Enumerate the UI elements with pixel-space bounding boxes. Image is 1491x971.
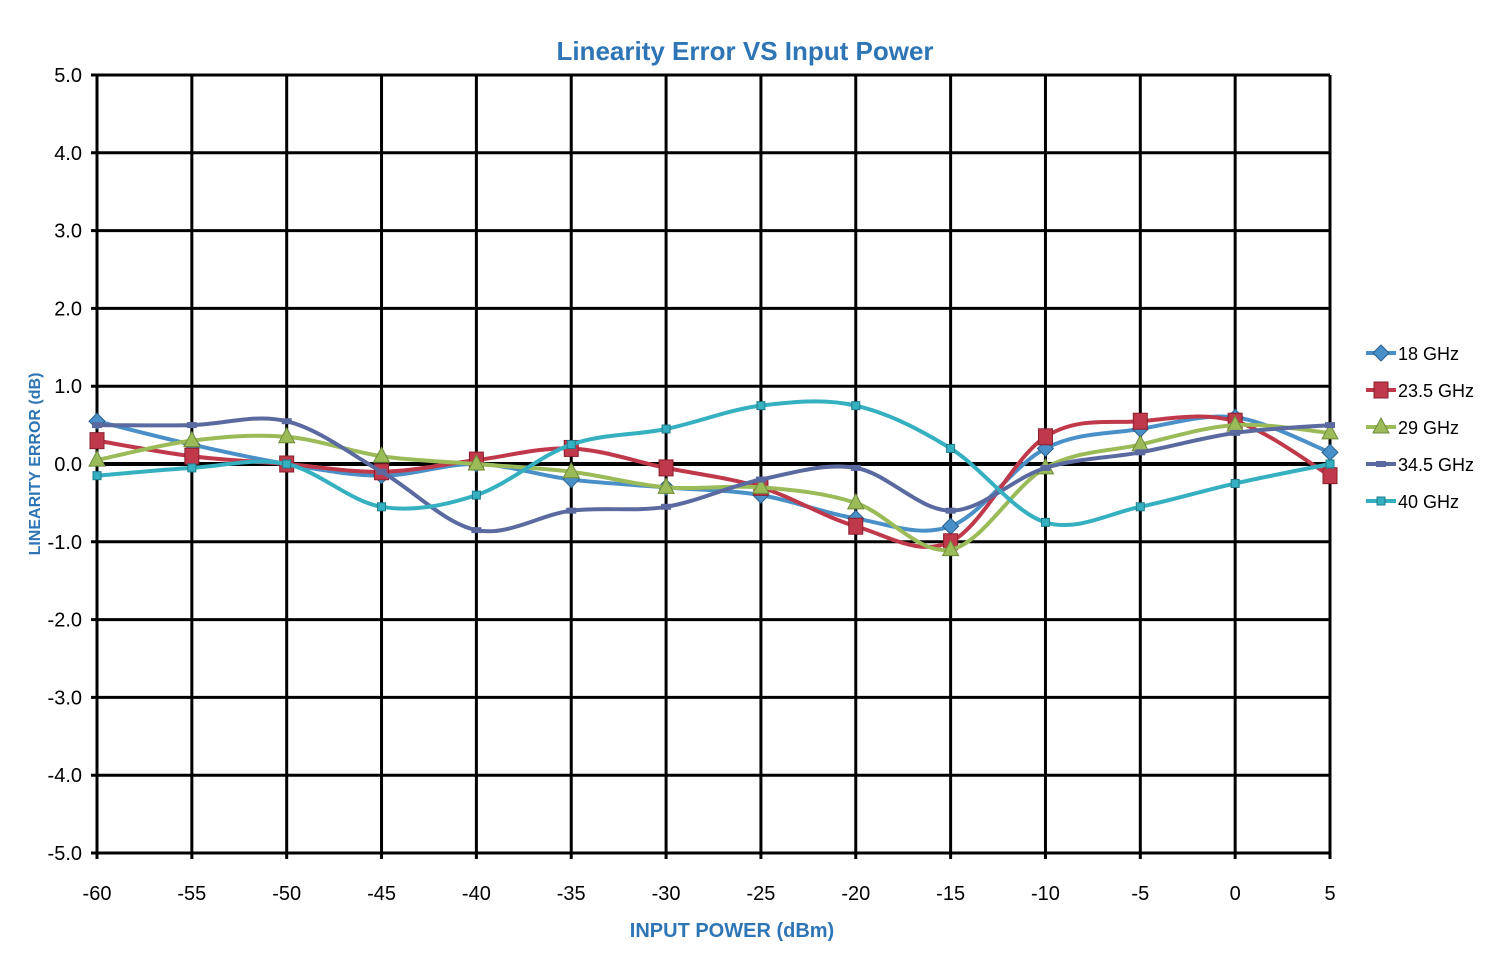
x-tick-label: -35 bbox=[557, 883, 586, 905]
data-point bbox=[282, 459, 292, 469]
x-tick-label: -50 bbox=[272, 883, 301, 905]
x-tick-label: -40 bbox=[462, 883, 491, 905]
legend-label: 29 GHz bbox=[1398, 418, 1459, 438]
series-line bbox=[96, 399, 1331, 528]
y-tick-label: -2.0 bbox=[48, 610, 82, 632]
legend-label: 18 GHz bbox=[1398, 344, 1459, 364]
data-point bbox=[850, 464, 861, 471]
legend-marker bbox=[1372, 344, 1390, 362]
y-axis-title: LINEARITY ERROR (dB) bbox=[27, 373, 44, 556]
series-34.5-ghz bbox=[92, 416, 1335, 534]
y-tick-label: -5.0 bbox=[48, 843, 82, 865]
legend: 18 GHz 23.5 GHz 29 GHz 34.5 GHz 40 GHz bbox=[1366, 344, 1474, 512]
y-tick-label: 0.0 bbox=[54, 454, 82, 476]
data-point bbox=[1325, 459, 1335, 469]
x-tick-label: -60 bbox=[83, 883, 112, 905]
x-tick-label: -20 bbox=[841, 883, 870, 905]
y-tick-label: -3.0 bbox=[48, 687, 82, 709]
data-point bbox=[186, 422, 197, 429]
data-point bbox=[1037, 428, 1053, 446]
data-point bbox=[1325, 422, 1335, 429]
data-point bbox=[1132, 412, 1148, 430]
legend-marker bbox=[1376, 461, 1386, 467]
data-point bbox=[377, 502, 387, 512]
data-point bbox=[941, 539, 960, 557]
chart-title: Linearity Error VS Input Power bbox=[556, 36, 933, 66]
data-point bbox=[187, 463, 197, 473]
data-point bbox=[566, 507, 577, 514]
data-point bbox=[471, 490, 481, 500]
data-point bbox=[846, 492, 865, 510]
legend-item: 40 GHz bbox=[1366, 492, 1459, 512]
data-point bbox=[183, 430, 201, 448]
legend-item: 34.5 GHz bbox=[1366, 455, 1474, 475]
legend-item: 23.5 GHz bbox=[1366, 381, 1474, 401]
x-tick-label: -5 bbox=[1131, 883, 1149, 905]
data-point bbox=[92, 422, 102, 429]
legend-label: 34.5 GHz bbox=[1398, 455, 1474, 475]
data-point bbox=[92, 471, 102, 481]
series-layer bbox=[88, 399, 1339, 557]
x-tick-label: 0 bbox=[1230, 883, 1241, 905]
y-tick-label: 4.0 bbox=[54, 143, 82, 165]
x-axis-title: INPUT POWER (dBm) bbox=[630, 920, 834, 942]
x-tick-label: -15 bbox=[936, 883, 965, 905]
data-point bbox=[658, 459, 674, 477]
data-point bbox=[89, 432, 105, 450]
legend-item: 29 GHz bbox=[1366, 416, 1459, 438]
data-point bbox=[661, 503, 672, 510]
y-tick-label: 2.0 bbox=[54, 298, 82, 320]
data-point bbox=[1040, 464, 1051, 471]
data-point bbox=[281, 418, 292, 425]
data-point bbox=[946, 443, 956, 453]
data-point bbox=[1040, 517, 1050, 527]
data-point bbox=[376, 468, 387, 475]
data-point bbox=[1230, 478, 1240, 488]
data-point bbox=[562, 461, 581, 479]
data-point bbox=[1135, 449, 1146, 456]
legend-item: 18 GHz bbox=[1366, 344, 1459, 364]
x-tick-label: 5 bbox=[1324, 883, 1335, 905]
legend-marker bbox=[1376, 496, 1386, 506]
y-tick-label: 1.0 bbox=[54, 376, 82, 398]
data-point bbox=[945, 507, 956, 514]
data-point bbox=[277, 426, 296, 444]
data-point bbox=[372, 446, 391, 463]
data-point bbox=[88, 450, 106, 467]
legend-label: 23.5 GHz bbox=[1398, 381, 1474, 401]
tick-layer: -60 -55 -50 -45 -40 -35 -30 -25 -20 -15 -10 -5 0 55.0… bbox=[48, 65, 1336, 905]
data-point bbox=[1135, 502, 1145, 512]
data-point bbox=[471, 527, 482, 534]
x-tick-label: -30 bbox=[652, 883, 681, 905]
data-point bbox=[755, 476, 766, 483]
data-point bbox=[566, 440, 576, 450]
x-tick-label: -10 bbox=[1031, 883, 1060, 905]
y-tick-label: -1.0 bbox=[48, 532, 82, 554]
data-point bbox=[661, 424, 671, 434]
legend-label: 40 GHz bbox=[1398, 492, 1459, 512]
data-point bbox=[752, 477, 770, 494]
x-tick-label: -55 bbox=[177, 883, 206, 905]
data-point bbox=[1230, 429, 1241, 436]
legend-marker bbox=[1373, 381, 1389, 399]
data-point bbox=[467, 453, 486, 471]
data-point bbox=[1322, 467, 1338, 485]
data-point bbox=[1321, 422, 1339, 440]
data-point bbox=[848, 517, 864, 535]
data-point bbox=[184, 447, 200, 465]
series-40-ghz bbox=[92, 399, 1335, 528]
data-point bbox=[851, 401, 861, 411]
y-tick-label: -4.0 bbox=[48, 765, 82, 787]
data-point bbox=[756, 401, 766, 411]
y-tick-label: 5.0 bbox=[54, 65, 82, 87]
series-line bbox=[96, 416, 1331, 534]
legend-marker bbox=[1372, 416, 1390, 434]
y-tick-label: 3.0 bbox=[54, 221, 82, 243]
x-tick-label: -25 bbox=[746, 883, 775, 905]
x-tick-label: -45 bbox=[367, 883, 396, 905]
data-point bbox=[657, 477, 675, 494]
